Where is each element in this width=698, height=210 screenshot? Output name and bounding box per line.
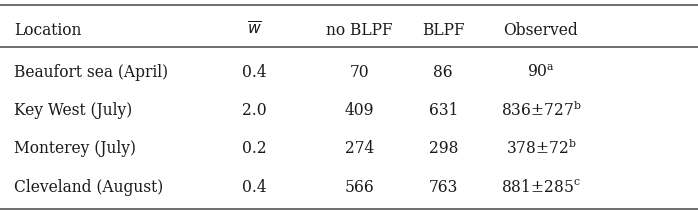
Text: Location: Location	[14, 22, 82, 39]
Text: 836±727$^{\mathregular{b}}$: 836±727$^{\mathregular{b}}$	[500, 101, 581, 120]
Text: 881±285$^{\mathregular{c}}$: 881±285$^{\mathregular{c}}$	[501, 180, 581, 196]
Text: 0.2: 0.2	[242, 140, 267, 156]
Text: 409: 409	[345, 102, 374, 119]
Text: $\overline{w}$: $\overline{w}$	[247, 22, 262, 39]
Text: 298: 298	[429, 140, 458, 156]
Text: 274: 274	[345, 140, 374, 156]
Text: Beaufort sea (April): Beaufort sea (April)	[14, 64, 168, 81]
Text: BLPF: BLPF	[422, 22, 465, 39]
Text: 86: 86	[433, 64, 453, 81]
Text: 70: 70	[350, 64, 369, 81]
Text: 90$^{\mathregular{a}}$: 90$^{\mathregular{a}}$	[527, 64, 555, 81]
Text: Observed: Observed	[503, 22, 579, 39]
Text: 2.0: 2.0	[242, 102, 267, 119]
Text: Key West (July): Key West (July)	[14, 102, 132, 119]
Text: 763: 763	[429, 180, 458, 196]
Text: 566: 566	[345, 180, 374, 196]
Text: 0.4: 0.4	[242, 64, 267, 81]
Text: Monterey (July): Monterey (July)	[14, 140, 136, 156]
Text: 631: 631	[429, 102, 458, 119]
Text: Cleveland (August): Cleveland (August)	[14, 180, 163, 196]
Text: 0.4: 0.4	[242, 180, 267, 196]
Text: 378±72$^{\mathregular{b}}$: 378±72$^{\mathregular{b}}$	[505, 138, 577, 158]
Text: no BLPF: no BLPF	[326, 22, 393, 39]
